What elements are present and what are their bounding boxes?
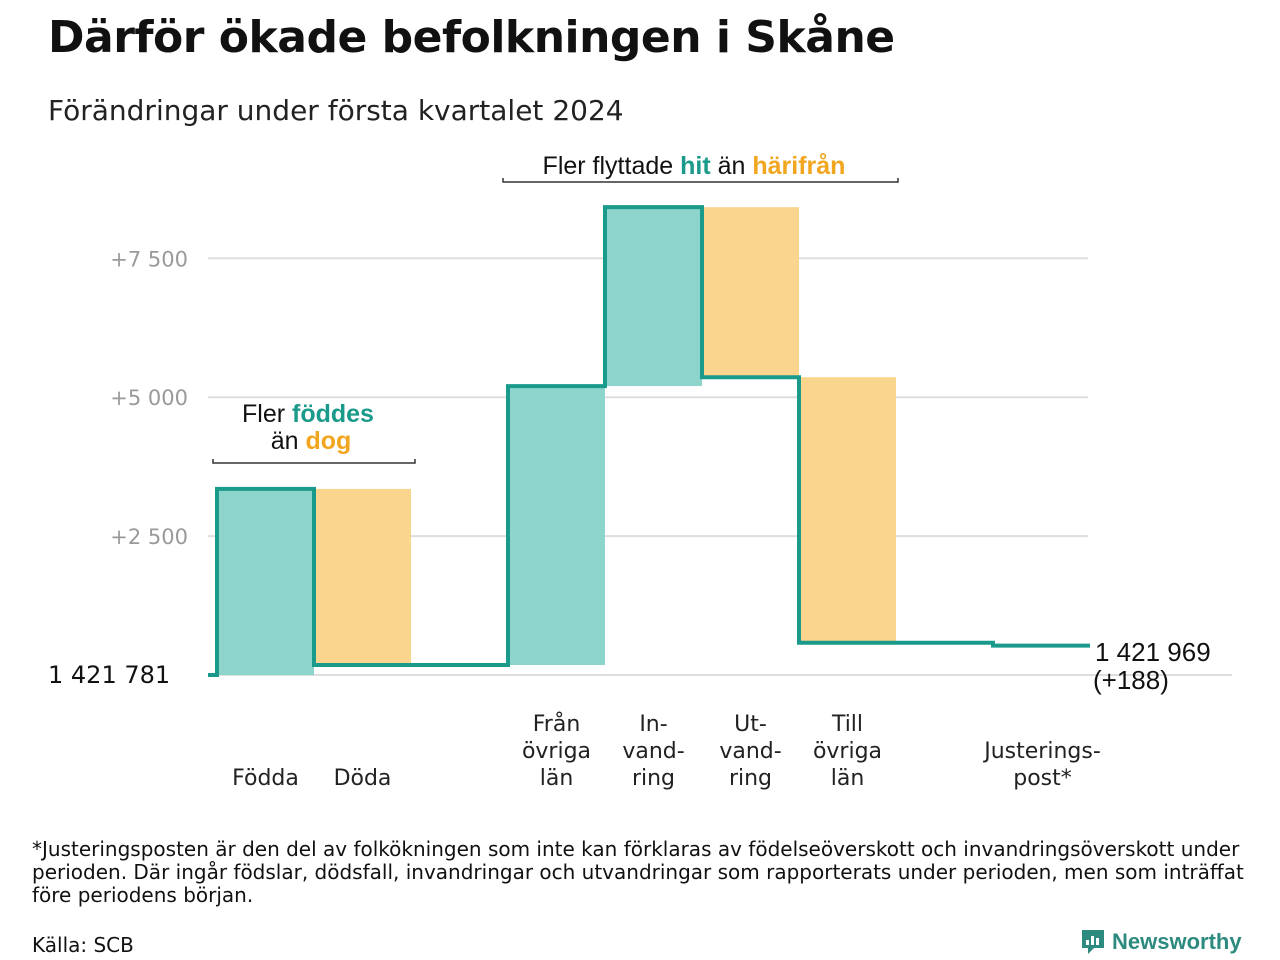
category-label-utvandring-2: ring — [729, 766, 772, 791]
chart-title: Därför ökade befolkningen i Skåne — [48, 12, 895, 63]
births-annotation-in: föddes — [292, 400, 374, 428]
y-tick-label-2: +7 500 — [110, 247, 188, 271]
end-value-label: 1 421 969 — [1095, 637, 1211, 667]
bar-doda — [314, 488, 411, 665]
brand-logo: Newsworthy — [1080, 928, 1242, 956]
category-label-justeringspost-1: post* — [1013, 766, 1072, 791]
category-label-utvandring-0: Ut- — [734, 712, 767, 737]
chart-subtitle: Förändringar under första kvartalet 2024 — [48, 94, 624, 127]
category-label-fodda-0: Födda — [232, 766, 299, 791]
migration-annotation-mid: än — [711, 152, 753, 180]
migration-bracket — [502, 178, 899, 183]
y-tick-label-0: +2 500 — [110, 525, 188, 549]
migration-annotation: Fler flyttade hit än härifrån — [543, 152, 846, 180]
category-label-till_ovriga_lan-0: Till — [831, 712, 863, 737]
category-label-till_ovriga_lan-2: län — [831, 766, 865, 791]
brand-name: Newsworthy — [1112, 929, 1242, 954]
newsworthy-logo-icon — [1082, 930, 1104, 954]
births-annotation-pre: Fler — [242, 400, 292, 428]
births-annotation-line1: Fler föddes — [242, 400, 374, 428]
category-label-till_ovriga_lan-1: övriga — [813, 739, 882, 764]
category-label-fran_ovriga_lan-2: län — [540, 766, 574, 791]
waterfall-chart: +2 500 +5 000 +7 500 1 421 781 1 421 969(+18… — [48, 152, 1232, 791]
cumulative-step-line — [208, 205, 1090, 677]
births-bracket — [212, 459, 416, 464]
category-label-doda-0: Döda — [334, 766, 392, 791]
bar-utvandring — [702, 207, 799, 378]
births-annotation-mid: än — [271, 427, 306, 455]
category-label-fran_ovriga_lan-1: övriga — [522, 739, 591, 764]
category-label-invandring-0: In- — [639, 712, 667, 737]
births-annotation-line2: än dog — [271, 427, 352, 455]
bar-till_ovriga_lan — [799, 377, 896, 643]
bar-invandring — [605, 207, 702, 387]
migration-annotation-pre: Fler flyttade — [543, 152, 681, 180]
births-annotation-out: dog — [305, 427, 351, 455]
category-label-utvandring-1: vand- — [719, 739, 781, 764]
category-label-fran_ovriga_lan-0: Från — [533, 711, 581, 737]
y-tick-label-1: +5 000 — [110, 386, 188, 410]
category-label-justeringspost-0: Justerings- — [982, 739, 1101, 764]
source-label: Källa: SCB — [32, 933, 134, 957]
migration-annotation-in: hit — [680, 152, 711, 180]
footnote: *Justeringsposten är den del av folkökni… — [32, 837, 1244, 907]
migration-annotation-out: härifrån — [752, 152, 845, 180]
bar-fran_ovriga_lan — [508, 386, 605, 665]
start-value-label: 1 421 781 — [48, 661, 170, 689]
end-change-label: (+188) — [1093, 665, 1169, 695]
category-label-invandring-2: ring — [632, 766, 675, 791]
category-label-invandring-1: vand- — [622, 739, 684, 764]
bar-fodda — [217, 488, 314, 675]
